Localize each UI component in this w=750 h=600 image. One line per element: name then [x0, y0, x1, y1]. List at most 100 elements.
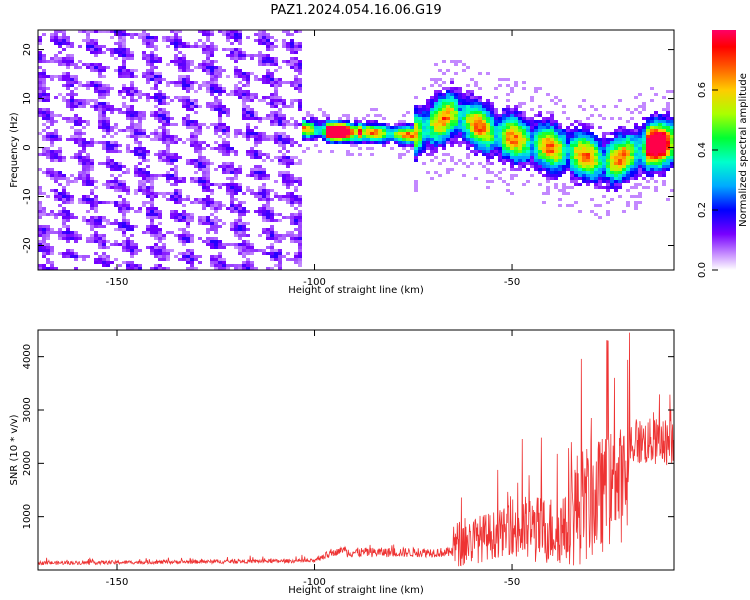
- spectrogram-cell: [166, 117, 170, 120]
- spectrogram-cell: [410, 138, 414, 141]
- spectrogram-cell: [234, 84, 238, 87]
- spectrogram-cell: [298, 99, 302, 102]
- spectrogram-cell: [474, 177, 478, 180]
- spectrogram-cell: [510, 165, 514, 168]
- spectrogram-cell: [154, 153, 158, 156]
- spectrogram-cell: [634, 123, 638, 126]
- spectrogram-cell: [74, 180, 78, 183]
- spectrogram-cell: [154, 117, 158, 120]
- spectrogram-cell: [150, 186, 154, 189]
- spectrogram-cell: [290, 51, 294, 54]
- spectrogram-cell: [242, 264, 246, 267]
- spectrogram-cell: [294, 213, 298, 216]
- spectrogram-cell: [206, 168, 210, 171]
- spectrogram-cell: [70, 60, 74, 63]
- spectrogram-cell: [270, 246, 274, 249]
- spectrogram-cell: [490, 108, 494, 111]
- spectrogram-cell: [66, 54, 70, 57]
- spectrogram-cell: [346, 135, 350, 138]
- spectrogram-cell: [454, 162, 458, 165]
- spectrogram-cell: [150, 114, 154, 117]
- spectrogram-cell: [210, 81, 214, 84]
- spectrogram-cell: [70, 237, 74, 240]
- spectrogram-cell: [614, 171, 618, 174]
- spectrogram-cell: [482, 141, 486, 144]
- spectrogram-cell: [70, 195, 74, 198]
- spectrogram-cell: [486, 105, 490, 108]
- spectrogram-cell: [66, 99, 70, 102]
- spectrogram-cell: [154, 36, 158, 39]
- spectrogram-cell: [38, 39, 42, 42]
- spectrogram-cell: [446, 168, 450, 171]
- spectrogram-cell: [262, 132, 266, 135]
- spectrogram-cell: [198, 66, 202, 69]
- spectrogram-cell: [514, 111, 518, 114]
- spectrogram-cell: [186, 195, 190, 198]
- spectrogram-cell: [330, 135, 334, 138]
- spectrogram-cell: [294, 219, 298, 222]
- spectrogram-cell: [62, 96, 66, 99]
- spectrogram-cell: [498, 147, 502, 150]
- spectrogram-cell: [78, 177, 82, 180]
- spectrogram-cell: [214, 210, 218, 213]
- spectrogram-cell: [62, 219, 66, 222]
- spectrogram-cell: [470, 129, 474, 132]
- spectrogram-cell: [170, 231, 174, 234]
- spectrogram-cell: [114, 141, 118, 144]
- spectrogram-cell: [486, 111, 490, 114]
- spectrogram-cell: [78, 99, 82, 102]
- spectrogram-cell: [278, 261, 282, 264]
- spectrogram-cell: [546, 141, 550, 144]
- spectrogram-cell: [94, 180, 98, 183]
- spectrogram-cell: [410, 147, 414, 150]
- spectrogram-cell: [202, 66, 206, 69]
- spectrogram-cell: [298, 216, 302, 219]
- spectrogram-cell: [470, 102, 474, 105]
- spectrogram-cell: [270, 72, 274, 75]
- spectrogram-cell: [246, 258, 250, 261]
- spectrogram-cell: [122, 102, 126, 105]
- spectrogram-cell: [610, 198, 614, 201]
- spectrogram-cell: [414, 186, 418, 189]
- spectrogram-cell: [258, 39, 262, 42]
- spectrogram-cell: [190, 144, 194, 147]
- spectrogram-cell: [50, 261, 54, 264]
- spectrogram-cell: [506, 120, 510, 123]
- spectrogram-cell: [634, 156, 638, 159]
- spectrogram-cell: [542, 168, 546, 171]
- spectrogram-cell: [246, 123, 250, 126]
- spectrogram-cell: [486, 144, 490, 147]
- spectrogram-cell: [146, 210, 150, 213]
- spectrogram-cell: [126, 147, 130, 150]
- spectrogram-cell: [414, 123, 418, 126]
- spectrogram-cell: [546, 150, 550, 153]
- spectrogram-cell: [266, 219, 270, 222]
- spectrogram-cell: [134, 150, 138, 153]
- spectrogram-cell: [274, 219, 278, 222]
- spectrogram-cell: [162, 234, 166, 237]
- spectrogram-cell: [602, 168, 606, 171]
- spectrogram-cell: [246, 93, 250, 96]
- spectrogram-cell: [598, 168, 602, 171]
- spectrogram-cell: [290, 204, 294, 207]
- spectrogram-cell: [414, 114, 418, 117]
- spectrogram-cell: [250, 261, 254, 264]
- spectrogram-cell: [170, 30, 174, 33]
- spectrogram-cell: [154, 99, 158, 102]
- spectrogram-cell: [446, 117, 450, 120]
- spectrogram-cell: [150, 210, 154, 213]
- spectrogram-cell: [290, 156, 294, 159]
- spectrogram-cell: [42, 153, 46, 156]
- spectrogram-cell: [578, 156, 582, 159]
- spectrogram-cell: [190, 264, 194, 267]
- spectrogram-cell: [50, 60, 54, 63]
- spectrogram-cell: [158, 138, 162, 141]
- spectrogram-cell: [162, 246, 166, 249]
- spectrogram-cell: [106, 222, 110, 225]
- spectrogram-cell: [282, 195, 286, 198]
- spectrogram-cell: [566, 150, 570, 153]
- spectrogram-cell: [138, 141, 142, 144]
- spectrogram-cell: [570, 150, 574, 153]
- spectrogram-cell: [274, 117, 278, 120]
- spectrogram-cell: [642, 168, 646, 171]
